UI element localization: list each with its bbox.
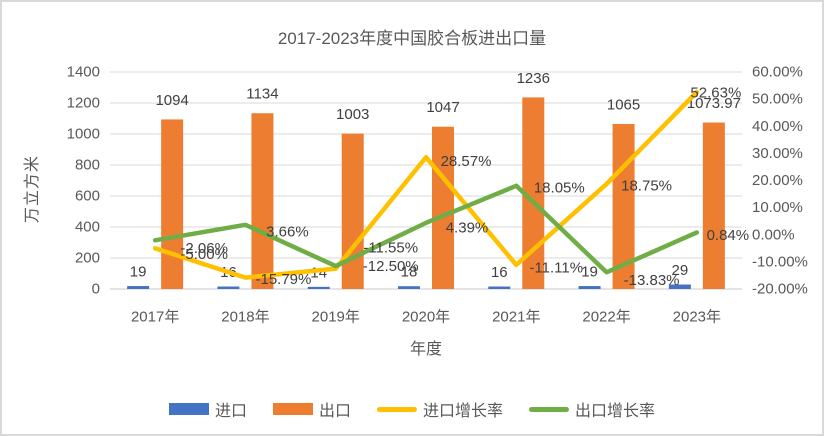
import-bar-2018 bbox=[217, 286, 240, 289]
import-bar-2017 bbox=[127, 286, 150, 289]
y-axis-title: 万立方米 bbox=[24, 155, 41, 224]
secondary-y-tick-label: 20.00% bbox=[752, 172, 803, 189]
import-growth-rate-value-label-2022: 18.75% bbox=[621, 177, 672, 194]
legend-label-export-growth-rate: 出口增长率 bbox=[575, 403, 656, 420]
primary-y-tick-label: 600 bbox=[75, 188, 100, 205]
secondary-y-tick-label: -20.00% bbox=[752, 281, 808, 298]
export-legend-swatch bbox=[272, 403, 313, 415]
export-value-label-2017: 1094 bbox=[155, 92, 188, 109]
primary-y-tick-label: 0 bbox=[92, 281, 100, 298]
export-growth-rate-value-label-2018: 3.66% bbox=[266, 223, 309, 240]
secondary-y-tick-label: 60.00% bbox=[752, 64, 803, 81]
secondary-y-tick-label: 40.00% bbox=[752, 118, 803, 135]
export-value-label-2022: 1065 bbox=[607, 96, 640, 113]
export-bar-2022 bbox=[612, 123, 635, 289]
export-bar-2020 bbox=[432, 126, 454, 289]
x-tick-label-2017: 2017年 bbox=[131, 309, 179, 326]
secondary-y-tick-label: 0.00% bbox=[752, 226, 795, 243]
secondary-y-tick-label: 30.00% bbox=[752, 145, 803, 162]
export-growth-rate-value-label-2020: 4.39% bbox=[446, 219, 489, 236]
import-value-label-2020: 18 bbox=[401, 264, 418, 281]
import-value-label-2017: 19 bbox=[130, 264, 147, 281]
import-growth-rate-value-label-2018: -15.79% bbox=[255, 271, 311, 288]
export-bar-2021 bbox=[522, 97, 545, 289]
legend: 进口 出口 进口增长率 出口增长率 bbox=[2, 397, 822, 421]
legend-label-import-growth-rate: 进口增长率 bbox=[423, 403, 504, 420]
legend-item-export: 出口 bbox=[272, 397, 351, 421]
legend-item-import-growth-rate: 进口增长率 bbox=[377, 397, 503, 421]
export-bar-2018 bbox=[251, 113, 274, 289]
import-bar-2023 bbox=[668, 284, 691, 289]
import-growth-rate-line bbox=[152, 89, 700, 280]
import-growth-legend-swatch bbox=[377, 406, 417, 412]
secondary-y-tick-label: 50.00% bbox=[752, 91, 803, 108]
import-bar-2022 bbox=[578, 286, 601, 289]
legend-label-export: 出口 bbox=[318, 403, 351, 420]
import-legend-swatch bbox=[168, 403, 209, 415]
export-growth-rate-value-label-2022: -13.83% bbox=[624, 272, 680, 289]
import-growth-rate-value-label-2020: 28.57% bbox=[441, 153, 492, 170]
export-growth-rate-value-label-2017: -2.06% bbox=[180, 240, 228, 257]
secondary-y-tick-label: 10.00% bbox=[752, 199, 803, 216]
export-growth-rate-line bbox=[152, 183, 700, 275]
import-growth-rate-value-label-2021: -11.11% bbox=[529, 259, 583, 276]
export-bar-2017 bbox=[161, 119, 184, 290]
export-growth-rate-value-label-2019: -11.55% bbox=[363, 240, 418, 257]
export-bar-2019 bbox=[341, 133, 364, 289]
export-growth-rate-value-label-2021: 18.05% bbox=[534, 179, 585, 196]
import-bar-2021 bbox=[488, 286, 511, 289]
export-growth-rate-value-label-2023: 0.84% bbox=[707, 227, 750, 244]
export-growth-legend-swatch bbox=[529, 406, 570, 412]
import-bar-2020 bbox=[398, 286, 420, 289]
x-tick-label-2021: 2021年 bbox=[492, 309, 540, 326]
export-bar-2023 bbox=[702, 122, 725, 289]
legend-item-import: 进口 bbox=[168, 397, 247, 421]
x-tick-label-2018: 2018年 bbox=[221, 309, 269, 326]
import-growth-rate-value-label-2019: -12.50% bbox=[363, 258, 419, 275]
import-growth-rate-value-label-2017: -5.00% bbox=[180, 246, 228, 263]
x-tick-label-2022: 2022年 bbox=[582, 309, 630, 326]
export-value-label-2023: 1073.97 bbox=[687, 95, 741, 112]
primary-y-tick-label: 1000 bbox=[67, 126, 100, 143]
export-value-label-2018: 1134 bbox=[246, 86, 278, 103]
x-tick-label-2020: 2020年 bbox=[402, 309, 450, 326]
x-axis-title: 年度 bbox=[409, 341, 442, 358]
primary-y-tick-label: 200 bbox=[75, 250, 100, 267]
import-bar-2019 bbox=[307, 286, 330, 289]
chart-title: 2017-2023年度中国胶合板进出口量 bbox=[277, 29, 547, 48]
legend-label-import: 进口 bbox=[214, 403, 247, 420]
import-growth-rate-value-label-2023: 52.63% bbox=[690, 84, 741, 101]
import-value-label-2022: 19 bbox=[581, 264, 598, 281]
primary-y-tick-label: 400 bbox=[75, 219, 100, 236]
legend-item-export-growth-rate: 出口增长率 bbox=[529, 397, 655, 421]
import-value-label-2023: 29 bbox=[672, 262, 689, 279]
export-value-label-2021: 1236 bbox=[517, 70, 550, 87]
export-value-label-2020: 1047 bbox=[426, 99, 459, 116]
primary-y-tick-label: 1400 bbox=[67, 64, 100, 81]
export-value-label-2019: 1003 bbox=[336, 106, 369, 123]
primary-y-tick-label: 1200 bbox=[67, 95, 100, 112]
import-value-label-2021: 16 bbox=[491, 264, 508, 281]
x-tick-label-2023: 2023年 bbox=[673, 309, 721, 326]
primary-y-tick-label: 800 bbox=[75, 157, 100, 174]
x-tick-label-2019: 2019年 bbox=[312, 309, 360, 326]
secondary-y-tick-label: -10.00% bbox=[752, 253, 808, 270]
